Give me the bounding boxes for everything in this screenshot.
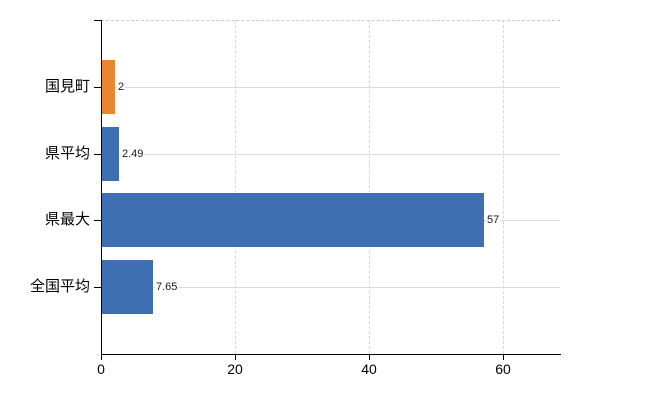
- y-axis-top-tick: [94, 20, 101, 21]
- bar: [102, 260, 153, 314]
- x-tick-label: 60: [495, 361, 511, 377]
- value-label: 2: [117, 80, 126, 94]
- category-label: 県最大: [44, 211, 90, 228]
- y-axis-tick: [94, 87, 101, 88]
- y-axis-tick: [94, 154, 101, 155]
- y-axis-tick: [94, 287, 101, 288]
- bar: [102, 60, 115, 114]
- category-label: 県平均: [44, 145, 90, 162]
- y-gridline: [102, 87, 560, 88]
- plot-top-border: [101, 20, 560, 21]
- value-label: 7.65: [155, 280, 179, 294]
- x-tick-label: 40: [361, 361, 377, 377]
- y-gridline: [102, 154, 560, 155]
- y-gridline: [102, 287, 560, 288]
- x-axis-tick: [101, 355, 102, 360]
- category-label: 国見町: [44, 78, 90, 95]
- x-tick-label: 0: [97, 361, 105, 377]
- y-axis-tick: [94, 220, 101, 221]
- x-gridline: [369, 20, 370, 354]
- x-gridline: [235, 20, 236, 354]
- x-axis-tick: [503, 355, 504, 360]
- x-axis-line: [101, 354, 561, 355]
- value-label: 57: [486, 213, 501, 227]
- bar: [102, 193, 484, 247]
- y-axis-line: [101, 20, 102, 355]
- x-axis-tick: [235, 355, 236, 360]
- value-label: 2.49: [121, 147, 145, 161]
- x-tick-label: 20: [227, 361, 243, 377]
- x-gridline: [503, 20, 504, 354]
- x-axis-tick: [369, 355, 370, 360]
- category-label: 全国平均: [29, 278, 90, 295]
- bar: [102, 127, 119, 181]
